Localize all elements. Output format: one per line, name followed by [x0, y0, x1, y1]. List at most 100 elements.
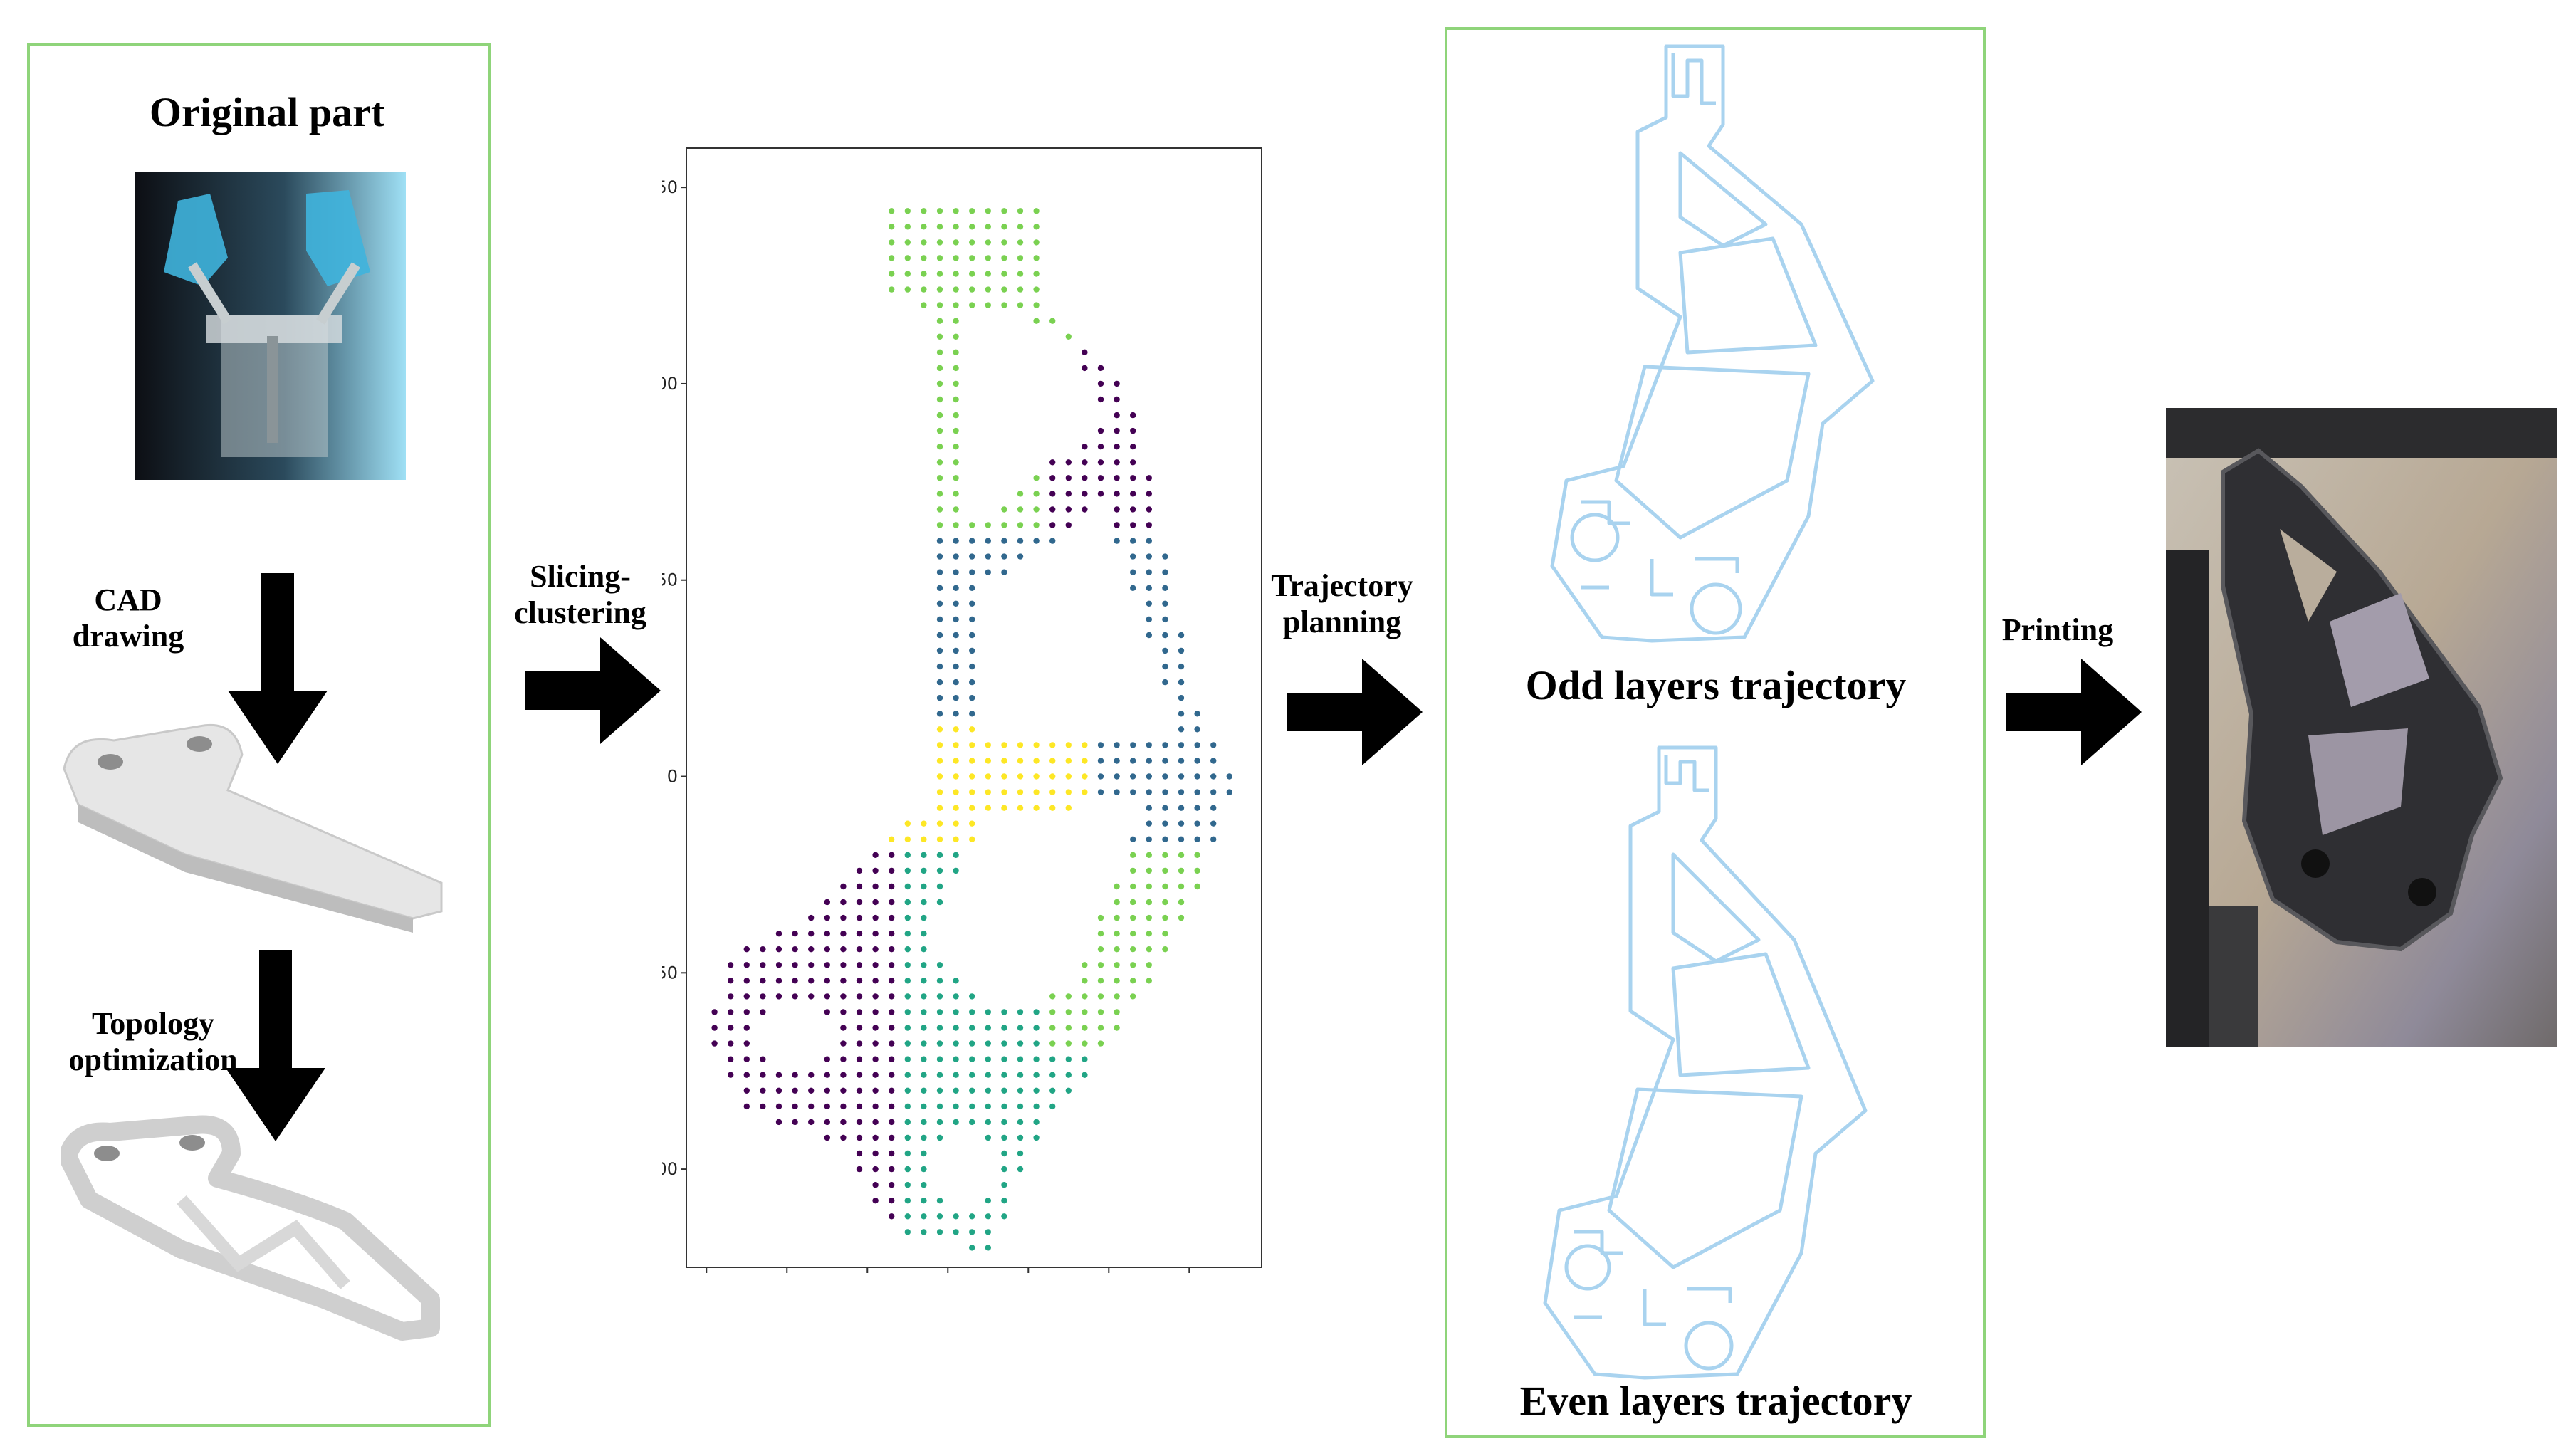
- odd-layers-trajectory-label: Odd layers trajectory: [1525, 662, 1907, 708]
- scatter-point: [985, 1103, 991, 1110]
- scatter-point: [711, 1009, 718, 1015]
- scatter-point: [953, 427, 959, 434]
- scatter-point: [953, 396, 959, 403]
- scatter-point: [904, 1182, 911, 1188]
- scatter-point: [969, 1213, 975, 1220]
- scatter-point: [969, 1072, 975, 1078]
- scatter-point: [1097, 931, 1104, 937]
- scatter-point: [1114, 506, 1120, 513]
- scatter-point: [1114, 773, 1120, 780]
- scatter-point: [953, 444, 959, 450]
- scatter-point: [1065, 789, 1072, 795]
- scatter-point: [985, 522, 991, 528]
- y-tick-label: 50: [662, 570, 678, 590]
- scatter-point: [953, 805, 959, 811]
- scatter-point: [1178, 805, 1185, 811]
- scatter-point: [953, 318, 959, 324]
- scatter-point: [1130, 914, 1136, 921]
- scatter-point: [1178, 711, 1185, 717]
- scatter-point: [921, 255, 927, 261]
- scatter-point: [921, 1134, 927, 1141]
- scatter-point: [1033, 538, 1040, 544]
- scatter-point: [728, 1072, 734, 1078]
- scatter-point: [1065, 1072, 1072, 1078]
- right-arrow-icon: [525, 637, 661, 744]
- scatter-point: [824, 1103, 830, 1110]
- scatter-point: [953, 663, 959, 670]
- scatter-point: [1001, 208, 1007, 214]
- scatter-point: [936, 427, 943, 434]
- scatter-point: [969, 742, 975, 748]
- scatter-point: [1001, 1025, 1007, 1031]
- scatter-point: [743, 993, 750, 1000]
- scatter-point: [969, 1087, 975, 1094]
- scatter-point: [921, 1182, 927, 1188]
- scatter-point: [936, 867, 943, 874]
- scatter-point: [953, 726, 959, 733]
- scatter-point: [985, 239, 991, 246]
- scatter-point: [1001, 522, 1007, 528]
- scatter-point: [1033, 1009, 1040, 1015]
- scatter-point: [1001, 569, 1007, 575]
- scatter-point: [985, 1009, 991, 1015]
- scatter-point: [1146, 553, 1152, 560]
- scatter-point: [969, 679, 975, 686]
- scatter-point: [808, 946, 815, 953]
- scatter-point: [953, 349, 959, 355]
- scatter-point: [824, 931, 830, 937]
- scatter-point: [921, 883, 927, 890]
- scatter-point: [743, 1056, 750, 1062]
- scatter-point: [1194, 742, 1200, 748]
- scatter-point: [904, 271, 911, 277]
- scatter-point: [1097, 396, 1104, 403]
- scatter-point: [1146, 506, 1152, 513]
- scatter-point: [969, 208, 975, 214]
- scatter-point: [824, 1056, 830, 1062]
- scatter-point: [969, 616, 975, 623]
- scatter-point: [953, 616, 959, 623]
- scatter-point: [872, 1150, 879, 1157]
- scatter-point: [1033, 271, 1040, 277]
- scatter-point: [856, 1087, 863, 1094]
- scatter-point: [1130, 444, 1136, 450]
- scatter-point: [953, 302, 959, 308]
- scatter-point: [1097, 1040, 1104, 1047]
- scatter-point: [985, 1134, 991, 1141]
- scatter-point: [921, 271, 927, 277]
- scatter-point: [889, 1025, 895, 1031]
- scatter-point: [1114, 1009, 1120, 1015]
- scatter-point: [953, 1025, 959, 1031]
- scatter-point: [936, 647, 943, 654]
- scatter-point: [1082, 475, 1088, 481]
- scatter-point: [985, 805, 991, 811]
- scatter-point: [872, 1009, 879, 1015]
- scatter-point: [1178, 852, 1185, 858]
- scatter-point: [808, 978, 815, 984]
- scatter-point: [1082, 349, 1088, 355]
- scatter-point: [921, 1009, 927, 1015]
- scatter-point: [936, 993, 943, 1000]
- scatter-point: [1033, 773, 1040, 780]
- scatter-point: [921, 978, 927, 984]
- scatter-point: [872, 1119, 879, 1126]
- scatter-point: [953, 1119, 959, 1126]
- scatter-point: [1130, 758, 1136, 764]
- right-arrow-icon: [1287, 659, 1423, 765]
- scatter-point: [1130, 491, 1136, 497]
- scatter-point: [1033, 1072, 1040, 1078]
- scatter-point: [1017, 271, 1024, 277]
- gripper-render-image: [135, 172, 406, 480]
- scatter-point: [1178, 836, 1185, 842]
- scatter-point: [824, 946, 830, 953]
- scatter-point: [1146, 616, 1152, 623]
- scatter-point: [985, 1087, 991, 1094]
- scatter-point: [936, 365, 943, 372]
- scatter-point: [1178, 758, 1185, 764]
- scatter-point: [969, 553, 975, 560]
- scatter-point: [1097, 993, 1104, 1000]
- scatter-point: [1162, 883, 1168, 890]
- scatter-point: [1033, 208, 1040, 214]
- scatter-point: [760, 1072, 766, 1078]
- scatter-point: [1130, 538, 1136, 544]
- scatter-point: [1017, 1025, 1024, 1031]
